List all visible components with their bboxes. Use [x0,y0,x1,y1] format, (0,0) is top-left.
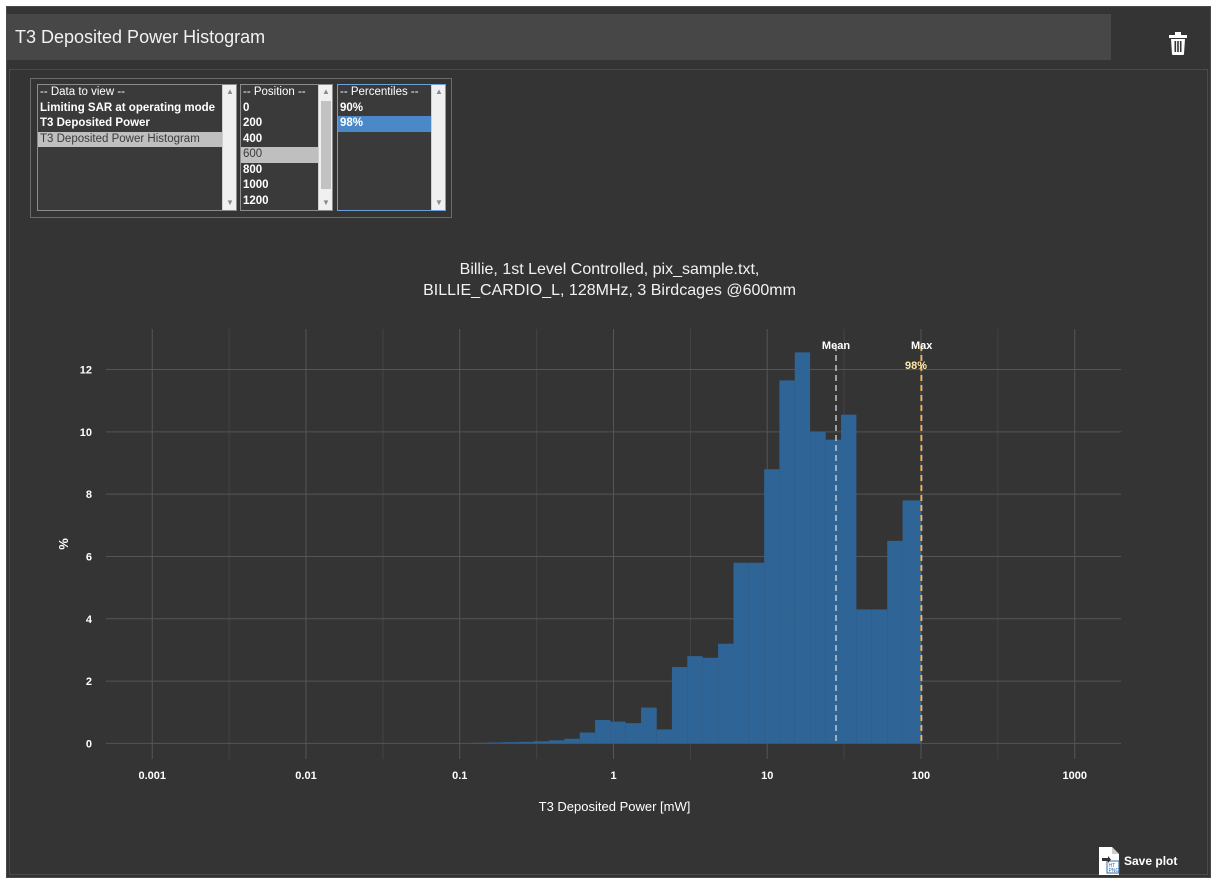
histogram-bar [764,469,780,744]
data-to-view-scrollbar[interactable]: ▲ ▼ [222,85,236,210]
plot-title: Billie, 1st Level Controlled, pix_sample… [10,259,1209,301]
histogram-bar [564,738,580,744]
y-axis-label: % [56,538,71,550]
x-tick-label: 10 [761,770,773,782]
position-option-1000[interactable]: 1000 [243,179,269,191]
scroll-up-icon[interactable]: ▲ [322,87,330,96]
y-tick-label: 10 [80,427,92,439]
plot-title-line-1: Billie, 1st Level Controlled, pix_sample… [459,261,760,278]
plot-area: -- Data to view -- Limiting SAR at opera… [9,69,1208,875]
panel-title: T3 Deposited Power Histogram [15,27,266,47]
svg-text:PNG: PNG [1109,868,1120,874]
trash-icon-glyph [1169,32,1187,55]
position-option-400[interactable]: 400 [243,132,263,145]
histogram-bar [641,707,657,744]
position-scrollbar[interactable]: ▲ ▼ [318,85,332,210]
histogram-bar [502,742,519,744]
selector-group: -- Data to view -- Limiting SAR at opera… [30,78,452,218]
x-tick-label: 1 [610,770,616,782]
y-tick-label: 2 [86,676,92,688]
histogram-bar [718,643,734,744]
y-tick-label: 12 [80,365,92,377]
scroll-up-icon[interactable]: ▲ [226,87,234,96]
scroll-up-icon[interactable]: ▲ [435,87,443,96]
histogram-bar [856,609,872,744]
histogram-bar [794,352,811,744]
file-export-icon: HT PNG [1099,847,1120,875]
position-option-0[interactable]: 0 [243,101,250,114]
x-tick-label: 100 [912,770,930,782]
percentile-98-label: 98% [905,360,927,372]
save-plot-button[interactable]: HT PNG Save plot [1098,846,1198,880]
histogram-chart: Mean Max 98% 0 2 4 6 8 10 12 0.001 0.01 0.1 1 10 100 100… [56,329,1121,814]
position-option-600[interactable]: 600 [241,147,332,163]
option-limiting-sar[interactable]: Limiting SAR at operating mode [40,101,216,114]
x-axis-label: T3 Deposited Power [mW] [539,799,691,814]
histogram-panel: T3 Deposited Power Histogram -- Data to … [6,6,1211,878]
max-label: Max [911,340,933,352]
percentile-option-98[interactable]: 98% [338,116,445,132]
option-t3-deposited-power-histogram[interactable]: T3 Deposited Power Histogram [38,131,236,147]
histogram-bar [887,540,903,744]
histogram-bar [902,500,922,744]
histogram-bar [779,380,795,744]
y-tick-label: 6 [86,551,92,563]
percentiles-scrollbar[interactable]: ▲ ▼ [431,85,445,210]
histogram-bar [533,741,549,744]
trash-icon[interactable] [1167,31,1189,57]
percentiles-listbox[interactable]: -- Percentiles -- 90% 98% ▲ ▼ [337,84,446,211]
position-option-800[interactable]: 800 [243,163,263,176]
x-tick-label: 0.01 [295,770,316,782]
histogram-bar [825,439,842,744]
histogram-bar [671,667,688,744]
scroll-down-icon[interactable]: ▼ [435,198,443,207]
histogram-bar [518,741,534,744]
histogram-bar [487,742,503,744]
listbox-header: -- Position -- [243,86,306,98]
position-option-1200[interactable]: 1200 [243,194,269,207]
mean-label: Mean [822,340,850,352]
percentile-option-90[interactable]: 90% [340,101,364,114]
scroll-down-icon[interactable]: ▼ [226,198,234,207]
histogram-bar [733,562,749,744]
y-tick-label: 0 [86,738,92,750]
scrollbar-thumb[interactable] [321,101,331,189]
histogram-bar [810,431,826,744]
position-option-200[interactable]: 200 [243,117,263,129]
histogram-bar [871,609,888,744]
y-tick-label: 8 [86,489,92,501]
histogram-bar [656,729,672,744]
x-tick-label: 0.001 [139,770,167,782]
histogram-bar [610,721,626,744]
listbox-header: -- Percentiles -- [340,86,419,98]
histogram-bar [687,656,703,744]
data-to-view-listbox[interactable]: -- Data to view -- Limiting SAR at opera… [37,84,237,211]
panel-header: T3 Deposited Power Histogram [7,14,1111,60]
plot-title-line-2: BILLIE_CARDIO_L, 128MHz, 3 Birdcages @60… [423,282,796,299]
option-t3-deposited-power[interactable]: T3 Deposited Power [40,117,150,129]
histogram-bar [548,740,565,744]
histogram-bar [579,732,596,744]
position-listbox[interactable]: -- Position -- 0 200 400 600 800 1000 12… [240,84,333,211]
y-tick-label: 4 [86,614,93,626]
histogram-bar [625,723,642,744]
listbox-header: -- Data to view -- [40,86,125,98]
x-tick-label: 1000 [1062,770,1086,782]
svg-text:HT: HT [1109,863,1116,869]
histogram-bar [702,657,719,744]
histogram-bar [841,414,857,744]
save-plot-label: Save plot [1124,854,1178,868]
x-tick-label: 0.1 [452,770,467,782]
scroll-down-icon[interactable]: ▼ [322,198,330,207]
histogram-bar [748,562,765,744]
histogram-bar [595,720,611,744]
histogram-bar [471,742,488,744]
